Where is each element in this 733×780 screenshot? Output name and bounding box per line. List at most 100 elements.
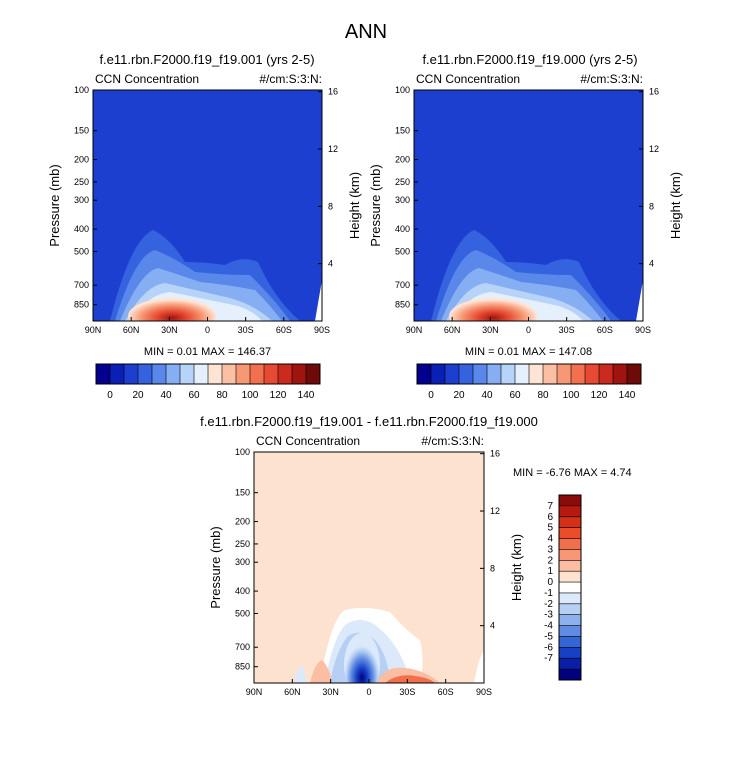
panel-3-ytick-right-label: 4 — [490, 621, 495, 631]
panel-1-colorbar-box — [264, 364, 279, 384]
panel-2-colorbar-label: 0 — [428, 390, 434, 401]
panel-1-ytick-label: 700 — [74, 280, 89, 290]
panel-3-xtick-label: 60S — [438, 687, 454, 697]
panel-3-colorbar-label: 7 — [547, 501, 553, 512]
panel-3-xtick-label: 30N — [322, 687, 339, 697]
panel-3-colorbar-box — [559, 538, 581, 550]
panel-1-ytick-label: 500 — [74, 246, 89, 256]
panel-3-ytick-label: 100 — [235, 447, 250, 457]
panel-2-colorbar-box — [613, 364, 628, 384]
panel-3-colorbar-box — [559, 614, 581, 626]
panel-2-ytick-label: 250 — [395, 177, 410, 187]
panel-2-ylabel: Pressure (mb) — [368, 164, 383, 246]
panel-2-field — [414, 90, 643, 321]
panel-2: f.e11.rbn.F2000.f19_f19.000 (yrs 2-5) CC… — [413, 52, 644, 322]
panel-3-colorbar-label: 4 — [547, 534, 553, 545]
panel-1: f.e11.rbn.F2000.f19_f19.001 (yrs 2-5) CC… — [92, 52, 323, 322]
panel-2-ytick-label: 150 — [395, 126, 410, 136]
panel-1-colorbar-box — [208, 364, 223, 384]
panel-2-colorbar-box — [515, 364, 530, 384]
panel-1-ylabel-right: Height (km) — [347, 172, 362, 239]
panel-1-units: #/cm:S:3:N: — [259, 72, 322, 86]
panel-3-ytick-label: 250 — [235, 539, 250, 549]
panel-2-colorbar-box — [529, 364, 544, 384]
page-title: ANN — [345, 21, 387, 43]
panel-1-ytick-right-label: 16 — [328, 87, 338, 97]
panel-2-colorbar-box — [585, 364, 600, 384]
panel-3-colorbar-label: 3 — [547, 544, 553, 555]
panel-2-xtick-label: 0 — [526, 325, 531, 335]
panel-1-colorbar-box — [306, 364, 321, 384]
panel-1-ytick-label: 400 — [74, 224, 89, 234]
panel-3-colorbar-label: -5 — [544, 631, 553, 642]
panel-3-variable: CCN Concentration — [256, 434, 360, 448]
panel-2-ytick-right-label: 4 — [649, 259, 654, 269]
panel-1-field — [93, 90, 322, 321]
panel-1-xtick-label: 60N — [123, 325, 140, 335]
panel-2-xtick-label: 60S — [597, 325, 613, 335]
panel-3-field — [254, 452, 484, 683]
panel-3-colorbar-box — [559, 592, 581, 605]
panel-3-ytick-label: 500 — [235, 608, 250, 618]
panel-3-colorbar-label: -4 — [544, 621, 553, 632]
panel-1-ytick-label: 200 — [74, 155, 89, 165]
panel-3-colorbar-box — [559, 571, 581, 583]
panel-1-colorbar-label: 120 — [270, 390, 287, 401]
panel-3-ylabel-right: Height (km) — [509, 534, 524, 601]
panel-1-colorbar-box — [138, 364, 153, 384]
panel-1-xtick-label: 30S — [238, 325, 254, 335]
panel-3-xtick-label: 30S — [399, 687, 415, 697]
panel-3-colorbar-box — [559, 636, 581, 648]
panel-1-ytick-label: 850 — [74, 300, 89, 310]
panel-3-stats: MIN = -6.76 MAX = 4.74 — [513, 467, 632, 479]
panel-2-ytick-right-label: 12 — [649, 144, 659, 154]
panel-3-ytick-label: 700 — [235, 642, 250, 652]
panel-3-colorbar-box — [559, 527, 581, 539]
panel-3-ytick-right-label: 8 — [490, 563, 495, 573]
panel-3-colorbar-box — [559, 625, 581, 637]
panel-3-colorbar-box — [559, 516, 581, 528]
panel-2-ytick-label: 400 — [395, 224, 410, 234]
panel-1-ylabel: Pressure (mb) — [47, 164, 62, 246]
panel-1-ytick-label: 100 — [74, 85, 89, 95]
panel-2-colorbar-box — [501, 364, 516, 384]
panel-2-colorbar-box — [431, 364, 446, 384]
panel-1-xtick-label: 90N — [85, 325, 102, 335]
panel-1-colorbar-box — [222, 364, 237, 384]
panel-3-colorbar-box — [559, 669, 581, 681]
panel-3-colorbar-box — [559, 505, 581, 518]
panel-3-ytick-label: 400 — [235, 586, 250, 596]
panel-3-ytick-label: 300 — [235, 557, 250, 567]
panel-2-ytick-label: 300 — [395, 195, 410, 205]
panel-1-colorbar-label: 140 — [298, 390, 315, 401]
panel-2-xtick-label: 30N — [482, 325, 499, 335]
panel-3-xtick-label: 60N — [284, 687, 301, 697]
panel-3-colorbar-box — [559, 495, 581, 507]
panel-1-ytick-right-label: 8 — [328, 201, 333, 211]
panel-1-ytick-right-label: 4 — [328, 259, 333, 269]
panel-3-ytick-right-label: 12 — [490, 506, 500, 516]
panel-1-colorbar-label: 60 — [188, 390, 200, 401]
panel-1-colorbar-box — [194, 364, 209, 384]
panel-3-colorbar-label: 0 — [547, 577, 553, 588]
panel-3-colorbar-frame — [558, 494, 582, 681]
panel-3-xtick-label: 90N — [246, 687, 263, 697]
panel-1-ytick-label: 300 — [74, 195, 89, 205]
panel-3-xtick-label: 0 — [366, 687, 371, 697]
panel-2-xtick-label: 90S — [635, 325, 651, 335]
panel-3-colorbar-box — [559, 603, 581, 616]
panel-1-colorbar-box — [96, 364, 111, 384]
panel-2-ylabel-right: Height (km) — [668, 172, 683, 239]
panel-2-ytick-label: 100 — [395, 85, 410, 95]
panel-1-colorbar-label: 80 — [216, 390, 228, 401]
panel-3-colorbar-label: -6 — [544, 642, 553, 653]
panel-2-ytick-right-label: 16 — [649, 87, 659, 97]
panel-2-colorbar-box — [599, 364, 614, 384]
panel-3-colorbar-box — [559, 549, 581, 561]
panel-3-colorbar-label: 6 — [547, 512, 553, 523]
panel-1-colorbar-box — [292, 364, 307, 384]
panel-3-colorbar-box — [559, 582, 581, 594]
panel-1-xtick-label: 90S — [314, 325, 330, 335]
panel-3-colorbar-label: 5 — [547, 523, 553, 534]
